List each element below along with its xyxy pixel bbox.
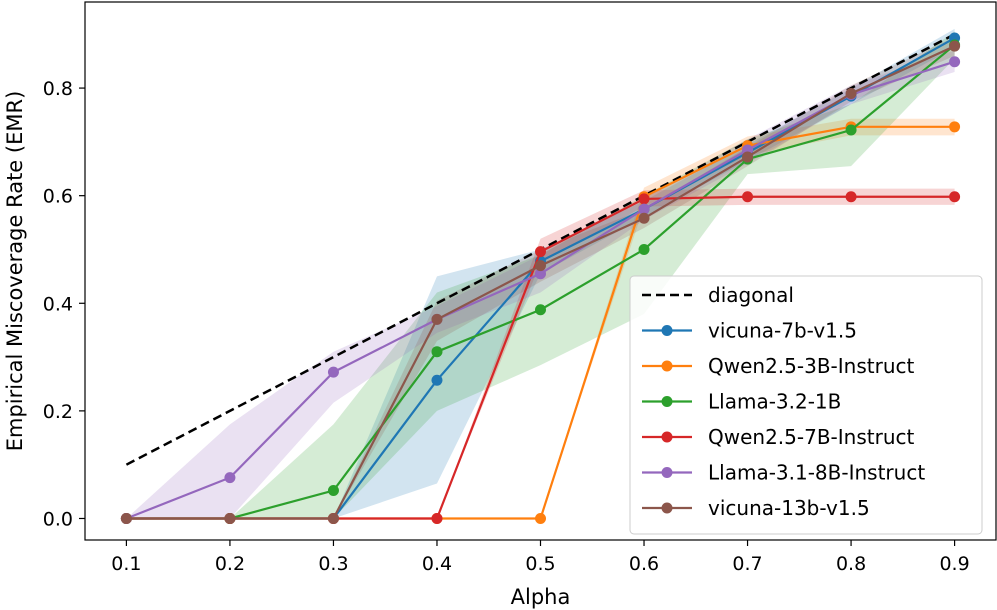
x-tick-label: 0.6: [629, 553, 659, 575]
data-point: [535, 246, 546, 258]
band-4: [126, 50, 955, 519]
y-tick-label: 0.8: [43, 78, 73, 100]
data-point: [535, 304, 546, 316]
data-point: [949, 40, 961, 52]
data-point: [535, 260, 546, 272]
x-tick-label: 0.9: [939, 553, 969, 575]
data-point: [224, 512, 236, 524]
data-point: [638, 212, 650, 224]
y-tick-label: 0.6: [43, 186, 73, 208]
data-point: [949, 191, 961, 203]
data-point: [327, 366, 339, 378]
legend-marker: [661, 360, 673, 372]
y-axis-ticks: 0.0 0.2 0.4 0.6 0.8: [43, 78, 85, 530]
x-tick-label: 0.8: [836, 553, 866, 575]
data-point: [224, 472, 236, 484]
data-point: [535, 268, 546, 280]
data-point: [327, 485, 339, 497]
data-point: [949, 56, 961, 68]
legend-label: vicuna-13b-v1.5: [708, 496, 870, 520]
data-point: [535, 512, 546, 524]
data-point: [327, 512, 339, 524]
data-point: [742, 191, 754, 203]
legend-marker: [661, 467, 673, 478]
data-point: [431, 512, 443, 524]
x-tick-label: 0.7: [732, 553, 762, 575]
x-tick-label: 0.3: [318, 553, 348, 575]
data-point: [431, 374, 443, 386]
legend: diagonal vicuna-7b-v1.5 Qwen2.5-3B-Instruc…: [629, 275, 983, 535]
data-point: [742, 151, 754, 163]
data-point: [431, 313, 443, 325]
data-point: [638, 243, 650, 255]
legend-marker: [661, 325, 673, 336]
data-point: [845, 124, 857, 136]
data-point: [431, 346, 443, 358]
legend-marker: [661, 431, 673, 443]
legend-box: [629, 275, 983, 535]
data-point: [120, 512, 132, 524]
legend-label: Qwen2.5-3B-Instruct: [708, 354, 914, 378]
x-tick-label: 0.5: [525, 553, 555, 575]
data-point: [638, 203, 650, 215]
legend-marker: [661, 396, 673, 407]
data-point: [949, 121, 961, 133]
x-tick-label: 0.2: [215, 553, 245, 575]
y-axis-label: Empirical Miscoverage Rate (EMR): [3, 91, 27, 452]
data-point: [638, 193, 650, 205]
legend-label: Qwen2.5-7B-Instruct: [708, 425, 914, 449]
x-tick-label: 0.4: [422, 553, 452, 575]
y-tick-label: 0.2: [43, 401, 73, 423]
legend-marker: [661, 502, 673, 514]
legend-label: vicuna-7b-v1.5: [708, 319, 857, 343]
x-axis-ticks: 0.1 0.2 0.3 0.4 0.5 0.6 0.7 0.8 0.9: [111, 540, 970, 575]
data-point: [845, 87, 857, 99]
y-tick-label: 0.4: [43, 293, 73, 315]
y-tick-label: 0.0: [43, 508, 73, 530]
x-axis-label: Alpha: [511, 585, 571, 609]
series-lines: [120, 32, 961, 524]
data-point: [845, 191, 857, 203]
legend-label: Llama-3.2-1B: [708, 390, 841, 414]
legend-label: Llama-3.1-8B-Instruct: [708, 461, 925, 485]
x-tick-label: 0.1: [111, 553, 141, 575]
legend-label: diagonal: [708, 283, 794, 307]
